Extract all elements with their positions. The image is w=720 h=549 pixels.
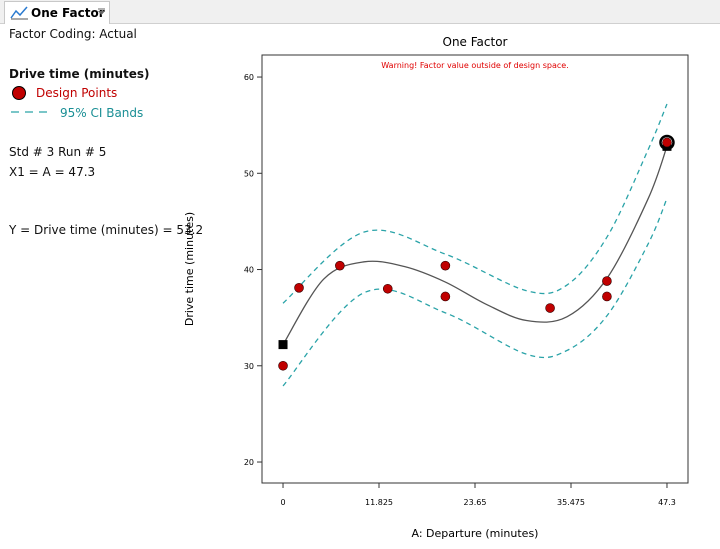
design-point — [602, 291, 612, 302]
x-tick-label: 47.3 — [658, 498, 676, 507]
design-point — [662, 137, 672, 148]
y-tick-label: 40 — [244, 266, 254, 275]
x-tick-label: 23.65 — [464, 498, 487, 507]
y-tick-label: 60 — [244, 73, 254, 82]
x-tick-label: 35.475 — [557, 498, 585, 507]
y-tick-label: 20 — [244, 458, 254, 467]
coding: Factor Coding: Actual — [9, 27, 137, 41]
y-axis-label: Drive time (minutes) — [183, 212, 196, 326]
design-point — [440, 291, 451, 302]
design-point — [294, 283, 304, 293]
ci-band — [282, 198, 668, 387]
tab-title: One Factor — [31, 6, 105, 20]
legend-point-icon — [12, 86, 26, 100]
design-point — [440, 260, 451, 271]
ci-band — [282, 103, 668, 304]
y-readout: Y = Drive time (minutes) = 53.2 — [9, 223, 204, 237]
design-point — [602, 276, 612, 286]
tab[interactable]: One Factor — [4, 1, 110, 24]
legend-ci: 95% CI Bands — [60, 106, 144, 120]
x-axis-label: A: Departure (minutes) — [412, 527, 539, 540]
chart-title: One Factor — [443, 35, 508, 49]
fit-end-marker — [278, 340, 288, 350]
warning: Warning! Factor value outside of design … — [381, 61, 568, 70]
x-readout: X1 = A = 47.3 — [9, 165, 96, 179]
response-name: Drive time (minutes) — [9, 67, 150, 81]
design-point — [278, 360, 288, 371]
y-tick-label: 50 — [244, 169, 254, 178]
fit-line — [282, 146, 668, 345]
x-tick-label: 0 — [280, 498, 285, 507]
legend-ci-icon — [11, 111, 47, 113]
tab-icon — [10, 6, 28, 20]
design-point — [335, 260, 345, 271]
design-point — [382, 283, 393, 294]
tab-menu[interactable] — [97, 8, 107, 18]
plot-frame — [261, 54, 689, 484]
std-run: Std # 3 Run # 5 — [9, 145, 107, 159]
tab-bar: One Factor — [0, 0, 720, 24]
x-tick-label: 11.825 — [365, 498, 393, 507]
y-tick-label: 30 — [244, 362, 254, 371]
legend-points: Design Points — [36, 86, 118, 100]
selected-point-ring — [659, 134, 675, 151]
design-point — [545, 303, 555, 313]
